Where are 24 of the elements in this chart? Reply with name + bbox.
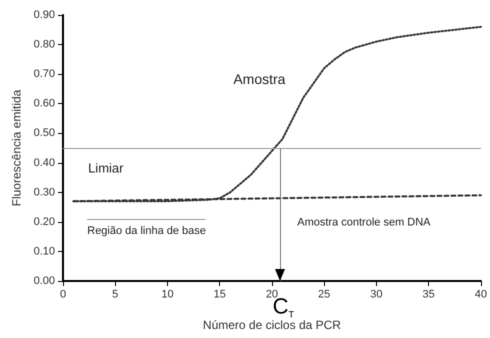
x-tick-label: 15: [214, 288, 226, 300]
y-tick-label: 0.30: [34, 186, 55, 198]
y-axis-title: Fluorescência emitida: [10, 89, 24, 206]
y-tick-label: 0.20: [34, 216, 55, 228]
y-tick-label: 0.10: [34, 245, 55, 258]
x-tick-label: 35: [422, 288, 435, 300]
y-tick-label: 0.00: [34, 275, 55, 287]
x-tick-label: 0: [60, 288, 66, 300]
y-tick-label: 0.80: [34, 38, 55, 51]
annotation: Região da linha de base: [87, 225, 206, 238]
series-label: Amostra: [233, 70, 286, 87]
y-tick-label: 0.40: [34, 156, 55, 169]
y-tick-label: 0.90: [34, 9, 55, 21]
x-tick-label: 40: [474, 288, 488, 300]
y-tick-label: 0.50: [34, 127, 55, 140]
x-tick-label: 10: [161, 288, 174, 300]
series-label: Amostra controle sem DNA: [297, 216, 432, 228]
x-axis-title: Número de ciclos da PCR: [202, 318, 342, 332]
x-tick-label: 30: [370, 288, 383, 300]
x-tick-label: 25: [318, 288, 330, 300]
y-tick-label: 0.70: [34, 68, 55, 80]
ref-line-label: Limiar: [88, 160, 124, 176]
x-tick-label: 5: [112, 288, 118, 300]
y-tick-label: 0.60: [34, 98, 55, 110]
